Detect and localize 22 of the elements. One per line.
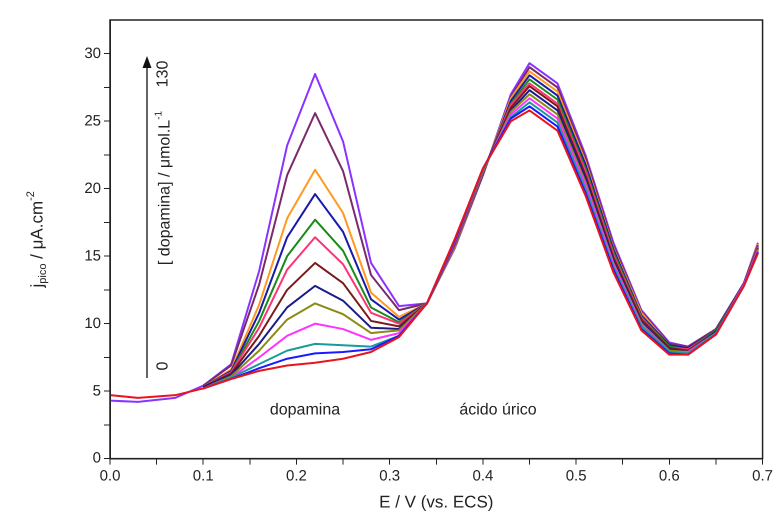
- annotation: [ dopamina] / μmol.L-1: [153, 110, 174, 266]
- y-tick-label: 0: [92, 450, 101, 467]
- y-tick-label: 10: [84, 314, 101, 332]
- y-tick-label: 5: [92, 382, 101, 400]
- x-tick-label: 0.1: [192, 468, 214, 485]
- x-tick-label: 0.6: [658, 468, 680, 485]
- x-tick-label: 0.3: [379, 468, 400, 485]
- x-tick-label: 0.7: [752, 468, 774, 485]
- x-tick-label: 0.0: [100, 468, 120, 485]
- y-tick-label: 30: [84, 44, 101, 62]
- annotation: dopamina: [270, 401, 340, 418]
- annotation: 130: [154, 60, 172, 88]
- x-axis-title: E / V (vs. ECS): [379, 492, 494, 512]
- x-tick-label: 0.4: [472, 468, 494, 485]
- y-axis-title: jpico / μA.cm-2: [25, 191, 50, 289]
- annotation: 0: [154, 361, 172, 370]
- y-tick-label: 15: [84, 247, 101, 264]
- y-tick-label: 20: [84, 180, 101, 197]
- annotation: ácido úrico: [459, 401, 537, 418]
- x-tick-label: 0.5: [566, 468, 587, 485]
- y-tick-label: 25: [84, 112, 101, 130]
- x-tick-label: 0.2: [286, 468, 307, 485]
